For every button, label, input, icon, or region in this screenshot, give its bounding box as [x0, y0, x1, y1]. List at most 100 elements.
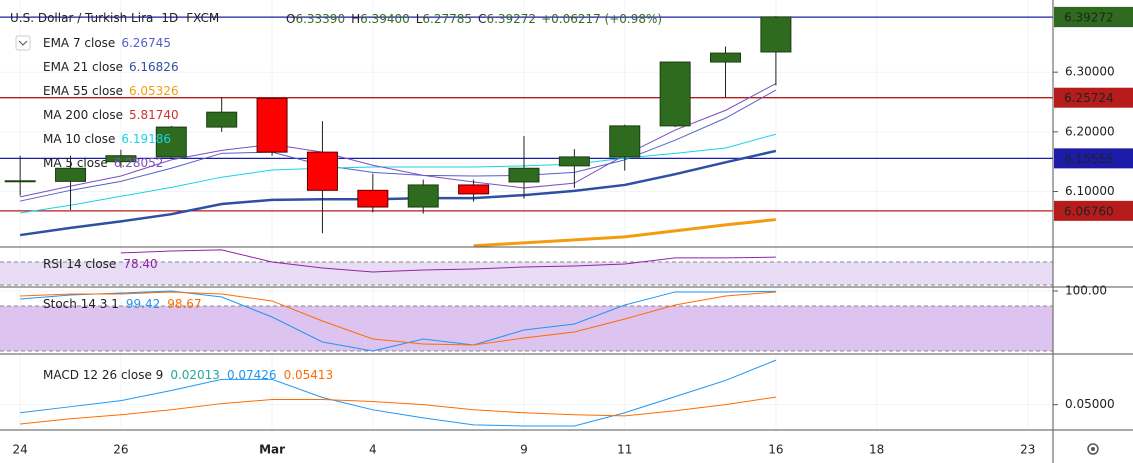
candle-body — [609, 125, 641, 158]
indicator-line — [20, 89, 777, 202]
source: FXCM — [186, 11, 219, 25]
candle-body — [206, 111, 238, 128]
indicator-line — [20, 291, 776, 346]
indicator-line — [120, 249, 776, 273]
legend-entry: EMA 7 close 6.26745 — [43, 36, 171, 50]
indicator-legend: RSI 14 close 78.40 — [43, 257, 158, 271]
ohlc-key: H — [351, 12, 360, 26]
indicator-line — [20, 396, 776, 425]
indicator-title: RSI 14 close — [43, 257, 116, 271]
ohlc-value: 6.33390 — [295, 12, 345, 26]
legend-name: MA 10 close — [43, 132, 115, 146]
indicator-line — [20, 83, 777, 198]
legend-value: 5.81740 — [129, 108, 179, 122]
price-label-box — [1054, 200, 1133, 221]
indicator-title: MACD 12 26 close 9 — [43, 368, 163, 382]
x-tick-label: 23 — [1020, 443, 1035, 457]
legend-value: 6.26745 — [121, 36, 171, 50]
legend-value: 6.28052 — [114, 156, 164, 170]
indicator-legend: MACD 12 26 close 9 0.02013 0.07426 0.05413 — [43, 368, 333, 382]
candle-body — [659, 61, 691, 127]
x-tick-label: 16 — [768, 443, 783, 457]
price-label: 6.25724 — [1064, 91, 1114, 105]
candle-body — [357, 189, 389, 208]
interval: 1D — [161, 11, 178, 25]
indicator-legend: Stoch 14 3 1 99.42 98.67 — [43, 297, 202, 311]
price-change: +0.06217 (+0.98%) — [541, 12, 662, 26]
candle-body — [760, 16, 792, 53]
candle-body — [458, 184, 490, 195]
price-label-box — [1054, 87, 1133, 108]
candle-body — [155, 126, 187, 158]
collapse-icon — [18, 40, 28, 46]
header-ohlc: O6.33390 H6.39400 L6.27785 C6.39272 +0.06217… — [286, 12, 662, 26]
price-label: 6.06760 — [1064, 204, 1114, 218]
collapse-button[interactable] — [15, 35, 31, 51]
x-tick-label: 18 — [869, 443, 884, 457]
legend-value: 78.40 — [123, 257, 157, 271]
ohlc-key: O — [286, 12, 295, 26]
candle-body — [105, 155, 137, 163]
candle-body — [407, 184, 439, 208]
legend-entry: MA 10 close 6.19186 — [43, 132, 171, 146]
legend-entry: MA 5 close 6.28052 — [43, 156, 163, 170]
symbol: U.S. Dollar / Turkish Lira — [10, 11, 153, 25]
grid — [0, 0, 1053, 430]
x-tick-label: 9 — [520, 443, 528, 457]
candle-body — [256, 97, 288, 153]
x-tick-label: Mar — [259, 443, 285, 457]
legend-name: MA 5 close — [43, 156, 108, 170]
legend-entry: MA 200 close 5.81740 — [43, 108, 179, 122]
candle-body — [508, 167, 540, 183]
y-tick-label: 100.00 — [1065, 283, 1107, 297]
legend-name: EMA 21 close — [43, 60, 123, 74]
y-tick-label: 6.30000 — [1065, 65, 1115, 79]
x-tick-label: 26 — [113, 443, 128, 457]
x-tick-label: 24 — [13, 443, 28, 457]
indicator-line — [20, 133, 777, 214]
marks — [4, 16, 792, 427]
price-label: 6.15555 — [1064, 152, 1114, 166]
legend-value: 0.02013 — [170, 368, 220, 382]
indicator-line — [20, 359, 777, 427]
legend-name: EMA 55 close — [43, 84, 123, 98]
gear-icon — [1087, 443, 1099, 455]
ohlc-value: 6.39400 — [360, 12, 410, 26]
band-fill — [0, 305, 1053, 351]
candle-body — [558, 156, 590, 167]
legend-value: 98.67 — [167, 297, 201, 311]
band-fill — [0, 261, 1053, 285]
price-label-box — [1054, 6, 1133, 27]
indicator-line — [20, 290, 776, 352]
candle-body — [710, 52, 742, 63]
legend-name: EMA 7 close — [43, 36, 115, 50]
indicator-title: Stoch 14 3 1 — [43, 297, 119, 311]
legend-value: 0.07426 — [227, 368, 277, 382]
y-tick-label: 0.05000 — [1065, 397, 1115, 411]
legend-value: 6.05326 — [129, 84, 179, 98]
ohlc-value: 6.27785 — [422, 12, 472, 26]
legend-name: MA 200 close — [43, 108, 123, 122]
candle-body — [4, 180, 36, 183]
settings-button[interactable] — [1087, 443, 1099, 455]
ohlc-value: 6.39272 — [486, 12, 536, 26]
ohlc-key: L — [416, 12, 423, 26]
candle-body — [55, 167, 87, 182]
legend-value: 99.42 — [126, 297, 160, 311]
x-tick-label: 4 — [369, 443, 377, 457]
legend-value: 0.05413 — [284, 368, 334, 382]
gear-center — [1091, 447, 1095, 451]
y-tick-label: 6.10000 — [1065, 184, 1115, 198]
price-label-box — [1054, 148, 1133, 169]
legend-entry: EMA 55 close 6.05326 — [43, 84, 179, 98]
ohlc-key: C — [478, 12, 486, 26]
x-tick-label: 11 — [617, 443, 632, 457]
indicator-line — [473, 218, 777, 248]
legend-value: 6.16826 — [129, 60, 179, 74]
legend-value: 6.19186 — [121, 132, 171, 146]
candle-body — [306, 151, 338, 191]
indicator-line — [19, 149, 777, 237]
